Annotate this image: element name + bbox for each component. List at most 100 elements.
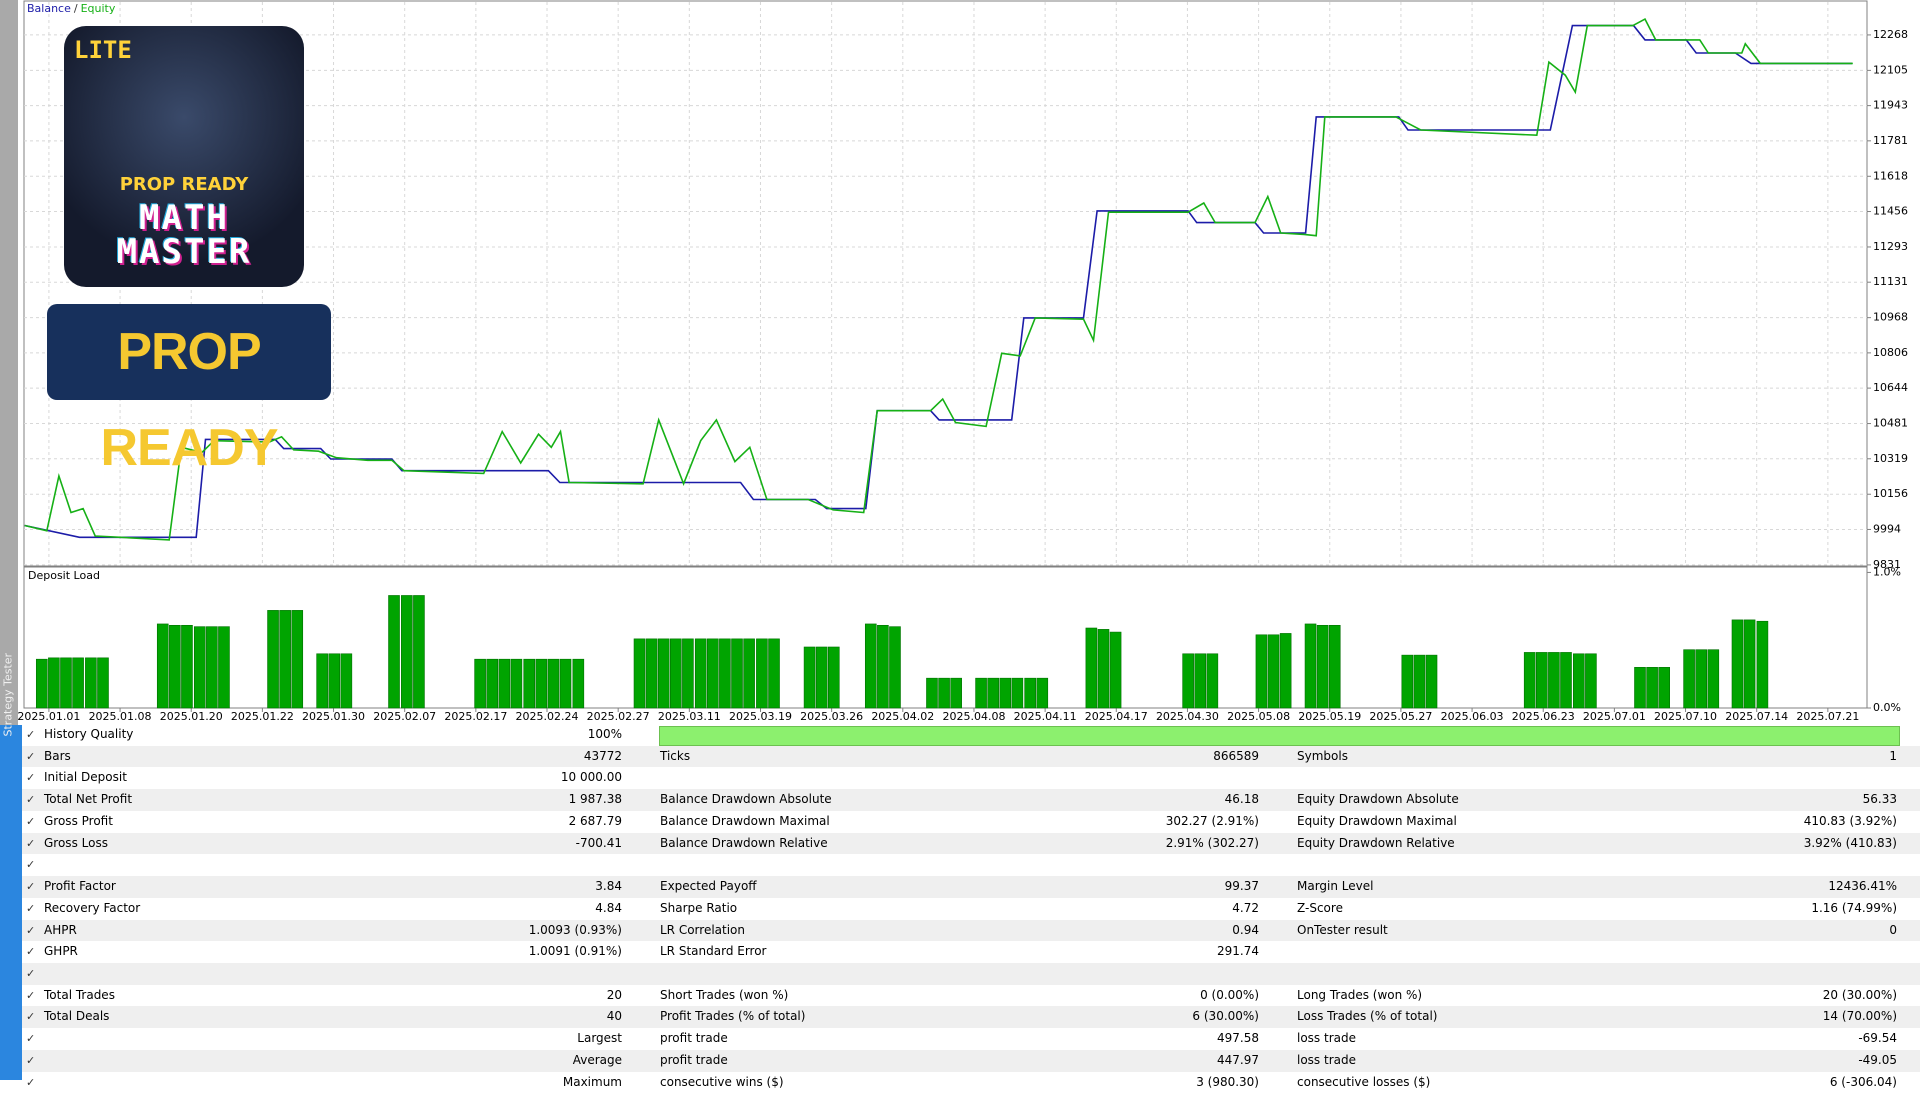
stat-value: -49.05	[1858, 1052, 1897, 1067]
report-row: GHPR 1.0091 (0.91%) LR Standard Error 291.7…	[22, 941, 1920, 963]
stat-value: 2 687.79	[568, 813, 622, 828]
stat-value: 3.92% (410.83)	[1803, 835, 1897, 850]
stat-value: 4.84	[595, 900, 622, 915]
stat-value: 56.33	[1862, 792, 1897, 807]
bar	[510, 658, 523, 709]
bar	[657, 638, 670, 709]
x-tick-label: 2025.04.11	[1014, 710, 1077, 722]
stat-value: Maximum	[562, 1074, 622, 1089]
y-tick-label: 9994	[1873, 522, 1901, 535]
stat-value: 2.91% (302.27)	[1165, 835, 1259, 850]
bar	[756, 638, 768, 709]
stat-value: 302.27 (2.91%)	[1165, 813, 1259, 828]
bar	[572, 658, 585, 709]
bar	[1085, 627, 1098, 709]
legend: Balance / Equity	[27, 2, 118, 15]
bar	[670, 638, 682, 709]
report-row: Profit Factor 3.84 Expected Payoff 99.37 Mar…	[22, 876, 1920, 898]
x-tick-label: 2025.04.02	[871, 710, 934, 722]
bar	[1316, 624, 1329, 709]
sidebar-lower	[0, 725, 22, 1080]
y-tick-label: 11456	[1873, 205, 1908, 218]
stat-label: Bars	[44, 748, 71, 763]
bar	[731, 638, 743, 709]
bar	[48, 657, 60, 709]
stat-label: Balance Drawdown Absolute	[660, 792, 832, 807]
bar	[486, 658, 499, 709]
bar	[719, 638, 731, 709]
bar	[1695, 649, 1708, 709]
report-row: AHPR 1.0093 (0.93%) LR Correlation 0.94 OnTe…	[22, 919, 1920, 942]
bar	[267, 610, 279, 709]
x-tick-label: 2025.07.14	[1725, 710, 1788, 722]
x-tick-label: 2025.04.17	[1085, 710, 1148, 722]
bar	[975, 677, 987, 709]
bar	[864, 623, 877, 709]
stat-label: Gross Loss	[44, 835, 108, 850]
bar	[401, 595, 413, 709]
stat-label: AHPR	[44, 922, 77, 937]
bar	[877, 624, 889, 709]
series-line	[24, 18, 1853, 541]
bar	[1548, 652, 1560, 709]
stat-label: Symbols	[1297, 748, 1348, 763]
bar	[1585, 653, 1597, 709]
stat-label: Gross Profit	[44, 813, 113, 828]
bar	[743, 638, 755, 709]
bar	[1097, 629, 1110, 709]
bar	[1267, 634, 1280, 709]
bar	[547, 658, 560, 709]
stat-value: -69.54	[1858, 1031, 1897, 1046]
stat-value: 0	[1889, 922, 1897, 937]
y-tick-label: 11618	[1873, 169, 1908, 182]
y-tick-label: 10319	[1873, 452, 1908, 465]
x-tick-label: 2025.01.01	[17, 710, 80, 722]
bar	[1206, 653, 1219, 709]
report-row	[22, 963, 1920, 985]
stat-value: 1	[1889, 748, 1897, 763]
deposit-title: Deposit Load	[28, 569, 100, 582]
stat-value: 0.94	[1232, 922, 1259, 937]
stat-label: LR Standard Error	[660, 944, 767, 959]
x-tick-label: 2025.05.19	[1298, 710, 1361, 722]
x-tick-label: 2025.06.23	[1512, 710, 1575, 722]
bar	[987, 677, 999, 709]
stat-label: Equity Drawdown Maximal	[1297, 813, 1457, 828]
stat-label: Total Deals	[44, 1009, 110, 1024]
stat-label: Total Net Profit	[44, 792, 133, 807]
bar	[1646, 667, 1658, 709]
bar	[291, 610, 304, 709]
y-tick-label: 10806	[1873, 346, 1908, 359]
report-row: Total Deals 40 Profit Trades (% of total) 6…	[22, 1006, 1920, 1029]
bar	[279, 610, 291, 709]
stat-value: 6 (-306.04)	[1829, 1074, 1897, 1089]
bar	[1634, 667, 1646, 709]
y-tick-label: 12105	[1873, 63, 1908, 76]
report-row: Total Net Profit 1 987.38 Balance Drawdown…	[22, 789, 1920, 811]
stat-value: 40	[606, 1009, 622, 1024]
x-tick-label: 2025.01.08	[89, 710, 152, 722]
bar	[193, 626, 206, 709]
stat-label: profit trade	[660, 1052, 728, 1067]
bar	[938, 677, 950, 709]
stat-value: 1.0091 (0.91%)	[528, 944, 622, 959]
bar	[1536, 652, 1548, 709]
stat-value: 100%	[587, 727, 622, 741]
bar	[645, 638, 658, 709]
bar	[156, 623, 169, 709]
bar	[1523, 652, 1536, 709]
x-tick-label: 2025.07.21	[1796, 710, 1859, 722]
bar	[803, 646, 816, 709]
stat-label: consecutive wins ($)	[660, 1074, 784, 1089]
stat-value: Average	[572, 1052, 622, 1067]
bar	[181, 624, 193, 709]
x-tick-label: 2025.02.17	[444, 710, 507, 722]
stat-label: Initial Deposit	[44, 770, 127, 785]
y-tick-label: 11781	[1873, 134, 1908, 147]
report-row: Average profit trade 447.97 loss trade -49.0…	[22, 1049, 1920, 1072]
x-tick-label: 2025.03.19	[729, 710, 792, 722]
stat-value: 43772	[583, 748, 622, 763]
x-tick-label: 2025.01.30	[302, 710, 365, 722]
bar	[1011, 677, 1024, 709]
